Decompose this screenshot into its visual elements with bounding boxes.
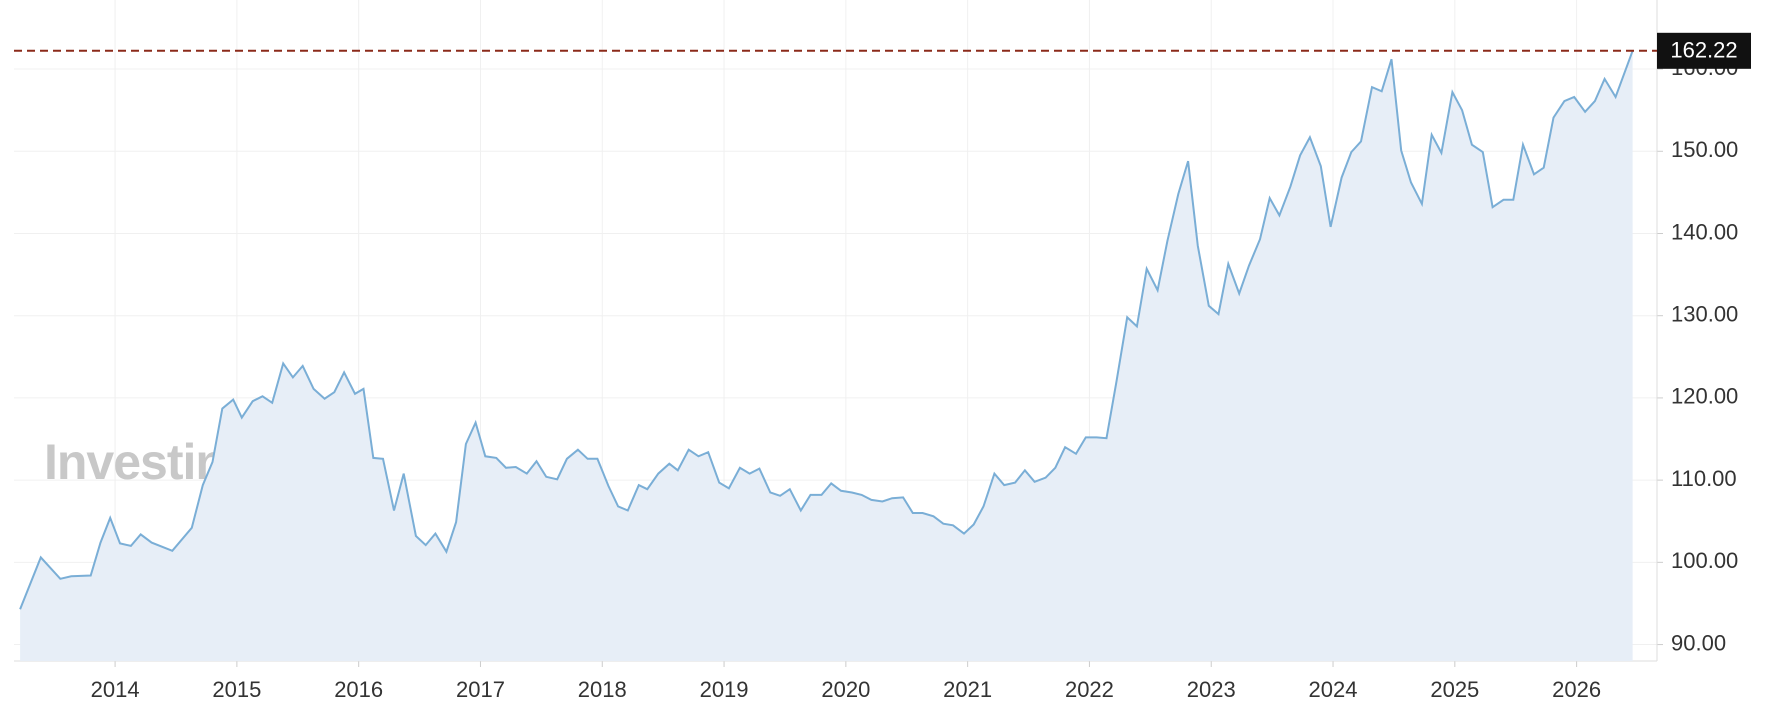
last-value-label: 162.22 <box>1670 38 1737 63</box>
x-tick-label: 2016 <box>334 677 383 702</box>
y-tick-label: 100.00 <box>1671 548 1738 573</box>
y-tick-label: 110.00 <box>1671 466 1737 491</box>
x-tick-label: 2023 <box>1187 677 1236 702</box>
x-tick-label: 2017 <box>456 677 505 702</box>
x-tick-label: 2024 <box>1309 677 1358 702</box>
y-tick-label: 120.00 <box>1671 384 1738 409</box>
x-tick-label: 2022 <box>1065 677 1114 702</box>
last-value-box <box>1657 32 1751 69</box>
x-tick-label: 2026 <box>1552 677 1601 702</box>
x-tick-label: 2018 <box>578 677 627 702</box>
x-tick-label: 2014 <box>91 677 140 702</box>
area <box>20 50 1633 662</box>
y-tick-label: 140.00 <box>1671 219 1738 244</box>
line <box>19 50 1634 610</box>
y-tick-label: 130.00 <box>1671 302 1738 327</box>
x-tick-label: 2019 <box>700 677 749 702</box>
x-tick-label: 2020 <box>821 677 870 702</box>
x-tick-label: 2025 <box>1430 677 1479 702</box>
y-tick-label: 150.00 <box>1671 137 1738 162</box>
x-tick-label: 2021 <box>943 677 992 702</box>
y-tick-label: 90.00 <box>1671 630 1726 655</box>
x-tick-label: 2015 <box>212 677 261 702</box>
